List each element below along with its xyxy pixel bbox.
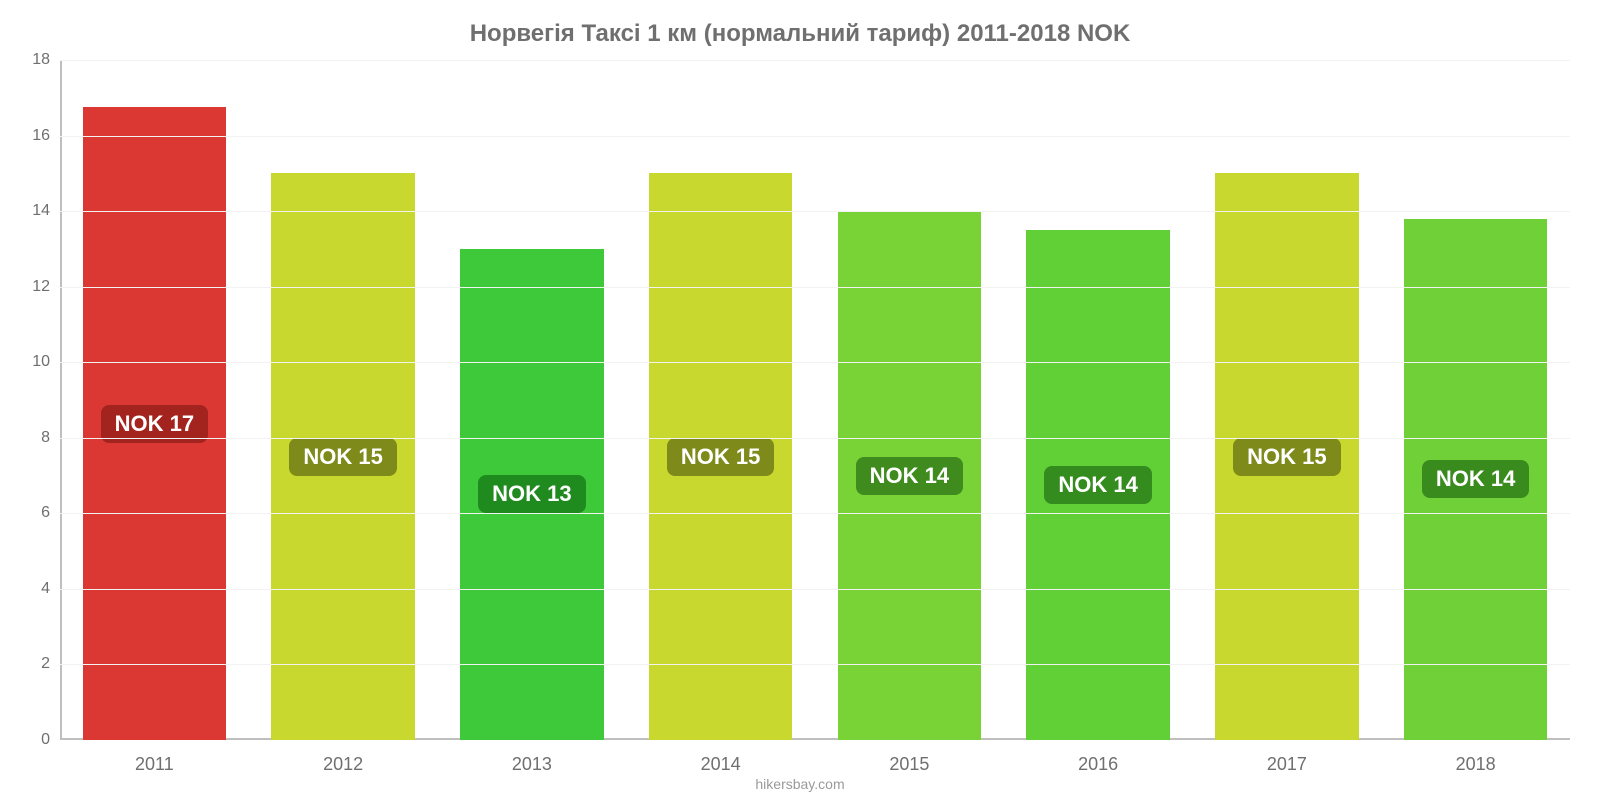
x-tick-label: 2011 (135, 740, 174, 775)
bar: NOK 15 (271, 173, 414, 740)
bar-value-label: NOK 15 (289, 438, 396, 476)
bar-slot: NOK 152017 (1193, 60, 1382, 740)
x-tick-label: 2013 (512, 740, 552, 775)
bar-value-label: NOK 14 (1044, 466, 1151, 504)
bar-value-label: NOK 13 (478, 475, 585, 513)
y-tick-label: 6 (41, 504, 60, 522)
gridline (60, 438, 1570, 439)
bar-slot: NOK 142015 (815, 60, 1004, 740)
x-tick-label: 2014 (701, 740, 741, 775)
bar: NOK 13 (460, 249, 603, 740)
plot-area: NOK 172011NOK 152012NOK 132013NOK 152014… (60, 60, 1570, 740)
gridline (60, 589, 1570, 590)
bar: NOK 15 (1215, 173, 1358, 740)
y-tick-label: 16 (32, 127, 60, 145)
bar: NOK 14 (1404, 219, 1547, 740)
bar: NOK 14 (838, 211, 981, 740)
bar-slot: NOK 142016 (1004, 60, 1193, 740)
x-tick-label: 2012 (323, 740, 363, 775)
y-tick-label: 14 (32, 202, 60, 220)
x-tick-label: 2018 (1456, 740, 1496, 775)
gridline (60, 211, 1570, 212)
x-tick-label: 2015 (889, 740, 929, 775)
x-tick-label: 2016 (1078, 740, 1118, 775)
bars-row: NOK 172011NOK 152012NOK 132013NOK 152014… (60, 60, 1570, 740)
bar-slot: NOK 142018 (1381, 60, 1570, 740)
gridline (60, 362, 1570, 363)
bar: NOK 15 (649, 173, 792, 740)
y-tick-label: 8 (41, 429, 60, 447)
gridline (60, 513, 1570, 514)
bar-value-label: NOK 14 (1422, 460, 1529, 498)
y-tick-label: 4 (41, 580, 60, 598)
gridline (60, 287, 1570, 288)
y-tick-label: 2 (41, 655, 60, 673)
gridline (60, 60, 1570, 61)
gridline (60, 136, 1570, 137)
bar-slot: NOK 152012 (249, 60, 438, 740)
bar-value-label: NOK 15 (1233, 438, 1340, 476)
bar-value-label: NOK 14 (856, 457, 963, 495)
x-tick-label: 2017 (1267, 740, 1307, 775)
gridline (60, 664, 1570, 665)
y-tick-label: 10 (32, 353, 60, 371)
chart-container: Норвегія Таксі 1 км (нормальний тариф) 2… (0, 0, 1600, 800)
y-tick-label: 0 (41, 731, 60, 749)
chart-title: Норвегія Таксі 1 км (нормальний тариф) 2… (0, 20, 1600, 48)
bar-slot: NOK 172011 (60, 60, 249, 740)
bar-slot: NOK 132013 (438, 60, 627, 740)
bar-value-label: NOK 15 (667, 438, 774, 476)
bar: NOK 17 (83, 107, 226, 740)
y-tick-label: 12 (32, 278, 60, 296)
bar-slot: NOK 152014 (626, 60, 815, 740)
chart-footer: hikersbay.com (0, 776, 1600, 792)
y-tick-label: 18 (32, 51, 60, 69)
